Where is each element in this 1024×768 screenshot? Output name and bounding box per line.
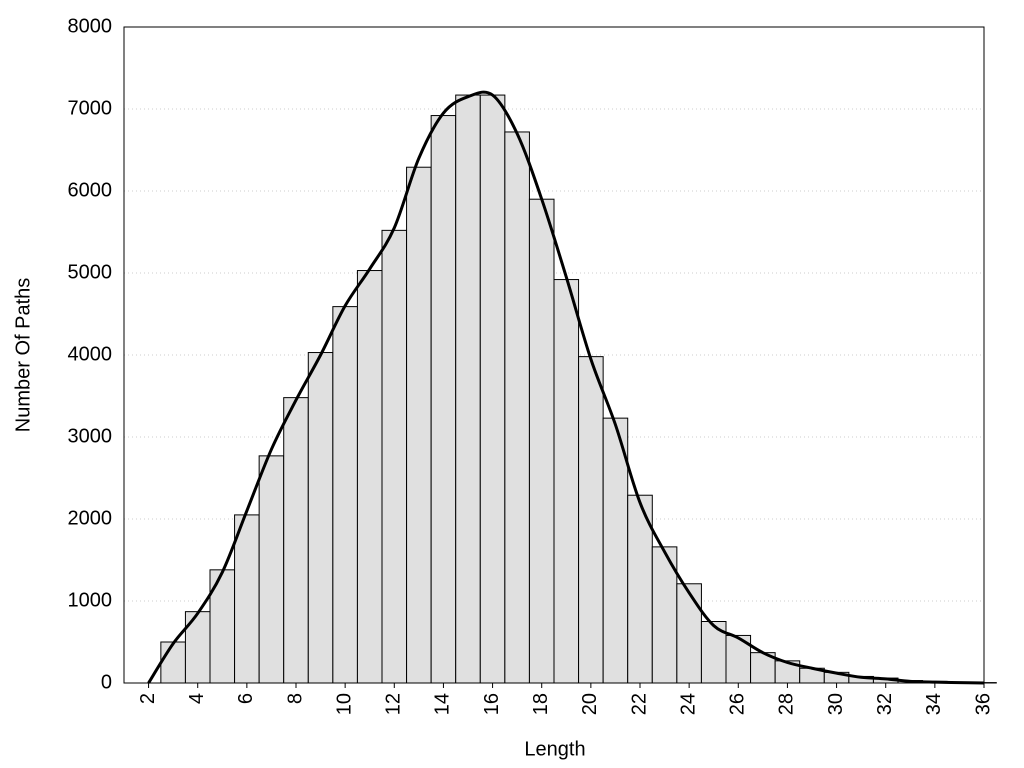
x-axis-label: Length (524, 738, 585, 760)
plot-frame (123, 26, 985, 684)
bar (234, 514, 260, 684)
x-tick-label: 18 (530, 693, 552, 715)
y-tick-label: 6000 (68, 179, 113, 201)
bar (651, 546, 678, 684)
x-tick-label: 12 (383, 693, 405, 715)
bar (553, 279, 580, 684)
bar (479, 94, 506, 684)
x-tick-label: 8 (284, 693, 306, 704)
x-tick-label: 20 (579, 693, 601, 715)
y-tick-label: 2000 (68, 507, 113, 529)
x-tick-label: 22 (628, 693, 650, 715)
bar (160, 641, 186, 684)
x-tick-label: 36 (972, 693, 994, 715)
y-tick-label: 3000 (68, 425, 113, 447)
x-tick-label: 6 (235, 693, 257, 704)
x-tick-label: 10 (333, 693, 355, 715)
y-tick-label: 0 (101, 671, 112, 693)
bar (430, 115, 457, 684)
x-tick-label: 32 (874, 693, 896, 715)
x-tick-label: 34 (923, 693, 945, 715)
y-tick-label: 1000 (68, 589, 113, 611)
trend-line (147, 90, 985, 685)
bar (627, 494, 653, 684)
bar (676, 583, 702, 684)
x-tick-label: 30 (825, 693, 847, 715)
x-tick-label: 2 (137, 693, 159, 704)
y-axis-label: Number Of Paths (12, 278, 34, 433)
x-tick-label: 4 (186, 693, 208, 704)
x-tick-label: 24 (677, 693, 699, 715)
x-tick-label: 16 (481, 693, 503, 715)
bar (356, 270, 383, 684)
x-tick-label: 14 (432, 693, 454, 715)
bar (455, 94, 481, 684)
bar (332, 306, 358, 684)
x-tick-label: 26 (727, 693, 749, 715)
bar (258, 455, 285, 684)
bar (307, 352, 334, 684)
bar (528, 198, 555, 684)
bar (406, 166, 432, 684)
bar (578, 356, 604, 684)
x-tick-label: 28 (776, 693, 798, 715)
y-tick-label: 8000 (68, 15, 113, 37)
bar (602, 417, 629, 684)
bar (504, 131, 530, 684)
bar (381, 229, 408, 684)
bar (283, 397, 309, 684)
y-tick-label: 5000 (68, 261, 113, 283)
y-tick-label: 4000 (68, 343, 113, 365)
y-tick-label: 7000 (68, 97, 113, 119)
